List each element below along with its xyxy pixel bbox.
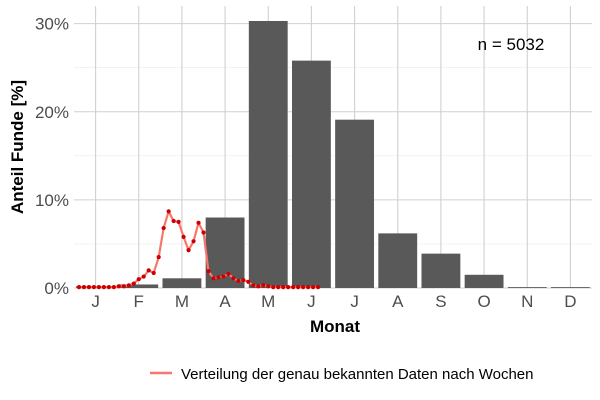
legend-label: Verteilung der genau bekannten Daten nac… — [181, 366, 534, 383]
weekly-point — [310, 285, 316, 290]
x-tick-label: M — [261, 292, 275, 311]
weekly-point — [176, 219, 181, 225]
weekly-point — [86, 285, 92, 290]
weekly-point — [216, 275, 221, 280]
weekly-point — [126, 283, 131, 288]
weekly-point — [146, 268, 151, 273]
weekly-point — [236, 278, 241, 284]
y-tick-labels: 0% 10% 20% 30% — [35, 15, 69, 298]
bar-7 — [335, 119, 375, 289]
y-axis-title: Anteil Funde [%] — [8, 80, 27, 214]
x-tick-label: J — [91, 292, 100, 311]
weekly-point — [156, 255, 161, 260]
weekly-point — [161, 225, 166, 231]
weekly-point — [305, 285, 311, 290]
x-axis-title: Monat — [310, 317, 360, 336]
x-tick-label: J — [350, 292, 359, 311]
bar-12 — [550, 287, 590, 288]
weekly-point — [251, 283, 256, 288]
x-tick-label: N — [521, 292, 533, 311]
x-tick-label: J — [307, 292, 316, 311]
weekly-point — [276, 285, 281, 290]
weekly-point — [106, 285, 111, 290]
legend: Verteilung der genau bekannten Daten nac… — [150, 366, 534, 383]
weekly-point — [136, 277, 141, 282]
x-tick-label: S — [435, 292, 446, 311]
bar-5 — [248, 20, 288, 288]
weekly-point — [131, 281, 136, 286]
y-tick-label: 10% — [35, 191, 69, 210]
weekly-point — [211, 276, 216, 281]
weekly-point — [191, 239, 196, 244]
weekly-point — [296, 285, 301, 290]
weekly-point — [81, 285, 87, 290]
weekly-point — [101, 285, 106, 290]
weekly-point — [171, 218, 176, 224]
weekly-point — [261, 283, 266, 288]
x-tick-label: F — [134, 292, 144, 311]
weekly-point — [246, 279, 251, 284]
x-tick-label: A — [392, 292, 404, 311]
weekly-point — [166, 209, 171, 214]
weekly-point — [141, 274, 146, 279]
bar-9 — [421, 253, 461, 288]
bar-10 — [464, 274, 504, 288]
weekly-line-layer — [76, 209, 321, 290]
weekly-point — [315, 285, 321, 290]
weekly-point — [186, 248, 191, 253]
weekly-point — [286, 285, 291, 290]
weekly-point — [226, 271, 231, 276]
weekly-point — [116, 284, 121, 289]
y-tick-label: 0% — [44, 279, 69, 298]
weekly-point — [196, 220, 201, 225]
weekly-point — [271, 285, 276, 290]
x-tick-label: A — [219, 292, 231, 311]
weekly-point — [301, 285, 306, 290]
y-tick-label: 30% — [35, 15, 69, 34]
x-tick-label: M — [175, 292, 189, 311]
bar-2 — [119, 284, 159, 288]
weekly-point — [111, 285, 116, 290]
weekly-point — [206, 269, 211, 274]
weekly-point — [181, 234, 186, 239]
weekly-point — [96, 285, 102, 290]
bar-8 — [378, 233, 418, 288]
weekly-point — [76, 285, 82, 290]
y-tick-label: 20% — [35, 103, 69, 122]
x-tick-label: D — [564, 292, 576, 311]
weekly-point — [241, 277, 246, 283]
weekly-point — [281, 285, 286, 290]
weekly-point — [121, 284, 126, 289]
weekly-point — [266, 284, 271, 289]
weekly-point — [221, 274, 226, 279]
weekly-point — [256, 284, 261, 289]
annotation-n: n = 5032 — [478, 35, 545, 54]
weekly-point — [91, 285, 97, 290]
bar-6 — [291, 60, 331, 289]
bar-11 — [507, 287, 547, 288]
weekly-point — [231, 276, 236, 281]
weekly-point — [151, 270, 156, 276]
bar-3 — [162, 278, 202, 288]
weekly-point — [201, 230, 206, 235]
x-tick-label: O — [477, 292, 490, 311]
weekly-point — [291, 285, 296, 290]
bars — [76, 20, 590, 289]
